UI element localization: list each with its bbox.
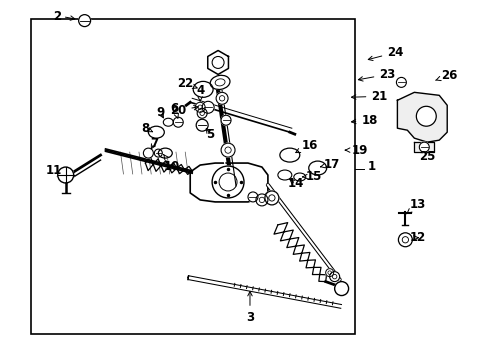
Text: 9: 9 [156, 106, 164, 119]
Ellipse shape [277, 170, 291, 180]
Circle shape [216, 92, 227, 104]
Text: 11: 11 [46, 164, 62, 177]
Text: 14: 14 [287, 177, 304, 190]
Text: 25: 25 [419, 150, 435, 163]
Polygon shape [413, 142, 433, 152]
Circle shape [58, 167, 74, 183]
Text: 4: 4 [196, 84, 204, 101]
Circle shape [197, 108, 207, 118]
Text: 24: 24 [367, 46, 403, 60]
Text: 23: 23 [358, 68, 395, 81]
Text: 26: 26 [435, 69, 456, 82]
Circle shape [154, 149, 162, 157]
Circle shape [325, 269, 333, 276]
Text: 10: 10 [163, 154, 180, 172]
Text: 15: 15 [302, 170, 321, 183]
Circle shape [196, 119, 208, 131]
Text: 7: 7 [150, 137, 158, 150]
Circle shape [195, 102, 205, 112]
Text: 12: 12 [408, 231, 425, 244]
Circle shape [396, 77, 406, 87]
Text: 13: 13 [406, 198, 425, 214]
Ellipse shape [308, 161, 326, 175]
Polygon shape [397, 92, 447, 142]
Ellipse shape [210, 75, 229, 89]
Ellipse shape [293, 173, 305, 181]
Text: 1: 1 [367, 160, 375, 173]
Text: 22: 22 [177, 77, 197, 90]
Text: 16: 16 [295, 139, 317, 153]
Circle shape [329, 272, 339, 282]
Text: 8: 8 [141, 122, 152, 135]
Text: 21: 21 [351, 90, 387, 103]
Text: 6: 6 [170, 102, 178, 118]
Circle shape [334, 282, 348, 296]
Circle shape [247, 192, 258, 202]
Bar [31, 19, 354, 334]
Circle shape [173, 117, 183, 127]
Text: 20: 20 [170, 104, 198, 117]
Circle shape [415, 106, 435, 126]
Ellipse shape [193, 81, 213, 97]
Polygon shape [207, 50, 228, 75]
Text: 18: 18 [351, 114, 377, 127]
Text: 5: 5 [205, 128, 214, 141]
Circle shape [398, 233, 411, 247]
Circle shape [255, 194, 267, 206]
Text: 17: 17 [320, 158, 339, 171]
Text: 3: 3 [245, 292, 254, 324]
Circle shape [419, 142, 428, 152]
Text: 19: 19 [345, 144, 367, 157]
Circle shape [221, 115, 230, 125]
Text: 2: 2 [53, 10, 61, 23]
Ellipse shape [158, 148, 172, 158]
Ellipse shape [148, 126, 164, 138]
Circle shape [202, 101, 214, 113]
Polygon shape [190, 163, 267, 202]
Ellipse shape [163, 118, 173, 126]
Circle shape [143, 148, 153, 158]
Circle shape [212, 166, 244, 198]
Circle shape [79, 15, 90, 27]
Circle shape [221, 143, 235, 157]
Ellipse shape [279, 148, 299, 162]
Circle shape [264, 191, 278, 205]
